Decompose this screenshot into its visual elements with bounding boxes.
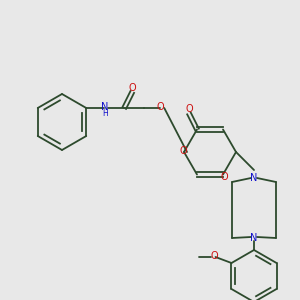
Text: N: N	[250, 173, 258, 183]
Text: O: O	[211, 251, 218, 261]
Text: N: N	[100, 102, 108, 112]
Text: O: O	[179, 146, 187, 156]
Text: N: N	[250, 233, 258, 243]
Text: O: O	[156, 102, 164, 112]
Text: O: O	[128, 83, 136, 93]
Text: O: O	[185, 104, 193, 115]
Text: O: O	[220, 172, 228, 182]
Text: H: H	[102, 109, 108, 118]
